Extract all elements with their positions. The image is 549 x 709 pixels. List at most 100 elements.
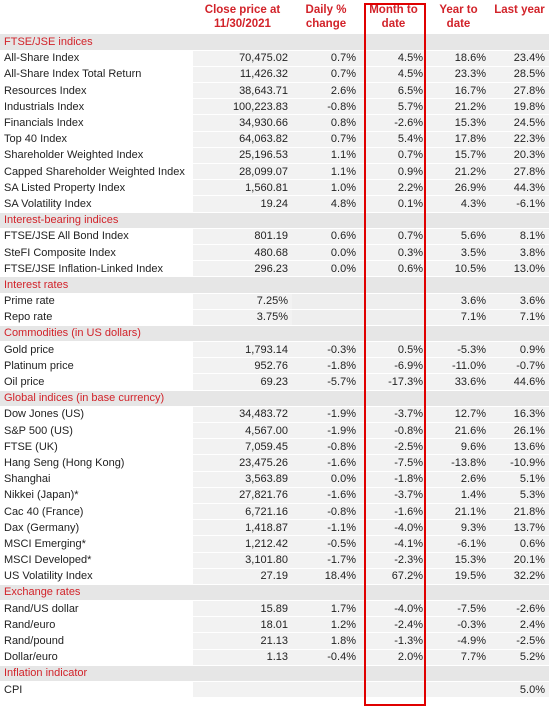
daily-change-cell: -0.5% <box>292 535 360 553</box>
year-to-date-cell: 21.1% <box>427 503 490 521</box>
year-to-date-cell: -13.8% <box>427 454 490 472</box>
daily-change-cell: 1.0% <box>292 179 360 197</box>
table-row: Oil price 69.23 -5.7% -17.3% 33.6% 44.6% <box>0 373 549 391</box>
last-year-cell: 5.3% <box>490 487 549 504</box>
header-row: Close price at 11/30/2021 Daily % change… <box>0 0 549 34</box>
table-body: FTSE/JSE indices All-Share Index 70,475.02… <box>0 34 549 699</box>
year-to-date-cell: 21.6% <box>427 422 490 440</box>
close-price-cell: 28,099.07 <box>193 163 292 181</box>
month-to-date-cell: 2.0% <box>360 649 427 666</box>
row-name: Top 40 Index <box>0 131 193 148</box>
daily-change-cell: -5.7% <box>292 373 360 391</box>
section-header-row: Interest-bearing indices <box>0 212 549 229</box>
last-year-cell: -10.9% <box>490 454 549 472</box>
last-year-cell: -0.7% <box>490 357 549 375</box>
daily-change-cell: 0.8% <box>292 114 360 132</box>
last-year-cell: -2.6% <box>490 600 549 618</box>
year-to-date-cell: 15.7% <box>427 147 490 165</box>
daily-change-cell: 2.6% <box>292 82 360 100</box>
close-price-cell: 480.68 <box>193 244 292 262</box>
month-to-date-cell: -3.7% <box>360 487 427 504</box>
last-year-cell: 5.2% <box>490 649 549 666</box>
daily-change-cell: 0.0% <box>292 244 360 262</box>
year-to-date-cell: 5.6% <box>427 228 490 245</box>
month-to-date-cell: 5.4% <box>360 131 427 148</box>
daily-change-cell: 4.8% <box>292 195 360 213</box>
year-to-date-cell: 17.8% <box>427 131 490 148</box>
daily-change-cell: -1.1% <box>292 519 360 537</box>
row-name: Platinum price <box>0 357 193 375</box>
close-price-cell: 69.23 <box>193 373 292 391</box>
header-daily-change: Daily % change <box>305 4 347 30</box>
daily-change-cell: 1.7% <box>292 600 360 618</box>
year-to-date-cell: -6.1% <box>427 535 490 553</box>
year-to-date-cell: 21.2% <box>427 98 490 116</box>
close-price-cell: 15.89 <box>193 600 292 618</box>
month-to-date-cell: -2.6% <box>360 114 427 132</box>
month-to-date-cell: -4.0% <box>360 519 427 537</box>
last-year-cell: -6.1% <box>490 195 549 213</box>
daily-change-cell: 1.1% <box>292 163 360 181</box>
table-row: Industrials Index 100,223.83 -0.8% 5.7% 21.2… <box>0 98 549 116</box>
table-row: Shareholder Weighted Index 25,196.53 1.1% 0… <box>0 147 549 165</box>
month-to-date-cell: -1.6% <box>360 503 427 521</box>
row-name: MSCI Developed* <box>0 552 193 569</box>
daily-change-cell: 0.6% <box>292 228 360 245</box>
close-price-cell: 1,560.81 <box>193 179 292 197</box>
section-header-row: Commodities (in US dollars) <box>0 325 549 343</box>
table-row: Capped Shareholder Weighted Index 28,099.… <box>0 163 549 181</box>
table-row: S&P 500 (US) 4,567.00 -1.9% -0.8% 21.6% 26.1% <box>0 422 549 440</box>
close-price-cell <box>193 681 292 699</box>
daily-change-cell: 0.0% <box>292 471 360 488</box>
daily-change-cell: -1.6% <box>292 454 360 472</box>
year-to-date-cell: 15.3% <box>427 114 490 132</box>
last-year-cell: 32.2% <box>490 568 549 585</box>
table-row: Prime rate 7.25% 3.6% 3.6% <box>0 293 549 310</box>
row-name: US Volatility Index <box>0 568 193 585</box>
month-to-date-cell: -6.9% <box>360 357 427 375</box>
row-name: Dax (Germany) <box>0 519 193 537</box>
month-to-date-cell: 0.3% <box>360 244 427 262</box>
year-to-date-cell: 4.3% <box>427 195 490 213</box>
table-row: SteFI Composite Index 480.68 0.0% 0.3% 3.5% 3… <box>0 244 549 262</box>
month-to-date-cell: 4.5% <box>360 50 427 67</box>
close-price-cell: 3,101.80 <box>193 552 292 569</box>
table-row: FTSE/JSE All Bond Index 801.19 0.6% 0.7% 5.6… <box>0 228 549 245</box>
year-to-date-cell: 18.6% <box>427 50 490 67</box>
table-row: Hang Seng (Hong Kong) 23,475.26 -1.6% -7.5%… <box>0 454 549 472</box>
last-year-cell: 27.8% <box>490 163 549 181</box>
daily-change-cell: 1.1% <box>292 147 360 165</box>
row-name: Dollar/euro <box>0 649 193 666</box>
row-name: Repo rate <box>0 309 193 326</box>
table-row: Cac 40 (France) 6,721.16 -0.8% -1.6% 21.1% 21… <box>0 503 549 521</box>
section-title: Global indices (in base currency) <box>0 390 549 407</box>
last-year-cell: 13.7% <box>490 519 549 537</box>
last-year-cell: 13.6% <box>490 438 549 456</box>
last-year-cell: 2.4% <box>490 616 549 634</box>
last-year-cell: 19.8% <box>490 98 549 116</box>
row-name: Rand/pound <box>0 632 193 650</box>
month-to-date-cell: 67.2% <box>360 568 427 585</box>
last-year-cell: 3.8% <box>490 244 549 262</box>
close-price-cell: 19.24 <box>193 195 292 213</box>
month-to-date-cell: -2.4% <box>360 616 427 634</box>
row-name: Rand/US dollar <box>0 600 193 618</box>
daily-change-cell: -0.8% <box>292 98 360 116</box>
section-title: Exchange rates <box>0 584 549 602</box>
year-to-date-cell: 2.6% <box>427 471 490 488</box>
month-to-date-cell: -2.3% <box>360 552 427 569</box>
row-name: Gold price <box>0 341 193 359</box>
row-name: Rand/euro <box>0 616 193 634</box>
table-row: SA Listed Property Index 1,560.81 1.0% 2.2%… <box>0 179 549 197</box>
year-to-date-cell: 3.5% <box>427 244 490 262</box>
month-to-date-cell: 2.2% <box>360 179 427 197</box>
close-price-cell: 100,223.83 <box>193 98 292 116</box>
table-row: All-Share Index Total Return 11,426.32 0.7… <box>0 66 549 84</box>
month-to-date-cell: 0.7% <box>360 147 427 165</box>
year-to-date-cell: 12.7% <box>427 406 490 424</box>
close-price-cell: 7,059.45 <box>193 438 292 456</box>
section-header-row: Global indices (in base currency) <box>0 390 549 407</box>
last-year-cell: 44.3% <box>490 179 549 197</box>
row-name: FTSE/JSE Inflation-Linked Index <box>0 260 193 278</box>
section-title: FTSE/JSE indices <box>0 34 549 51</box>
